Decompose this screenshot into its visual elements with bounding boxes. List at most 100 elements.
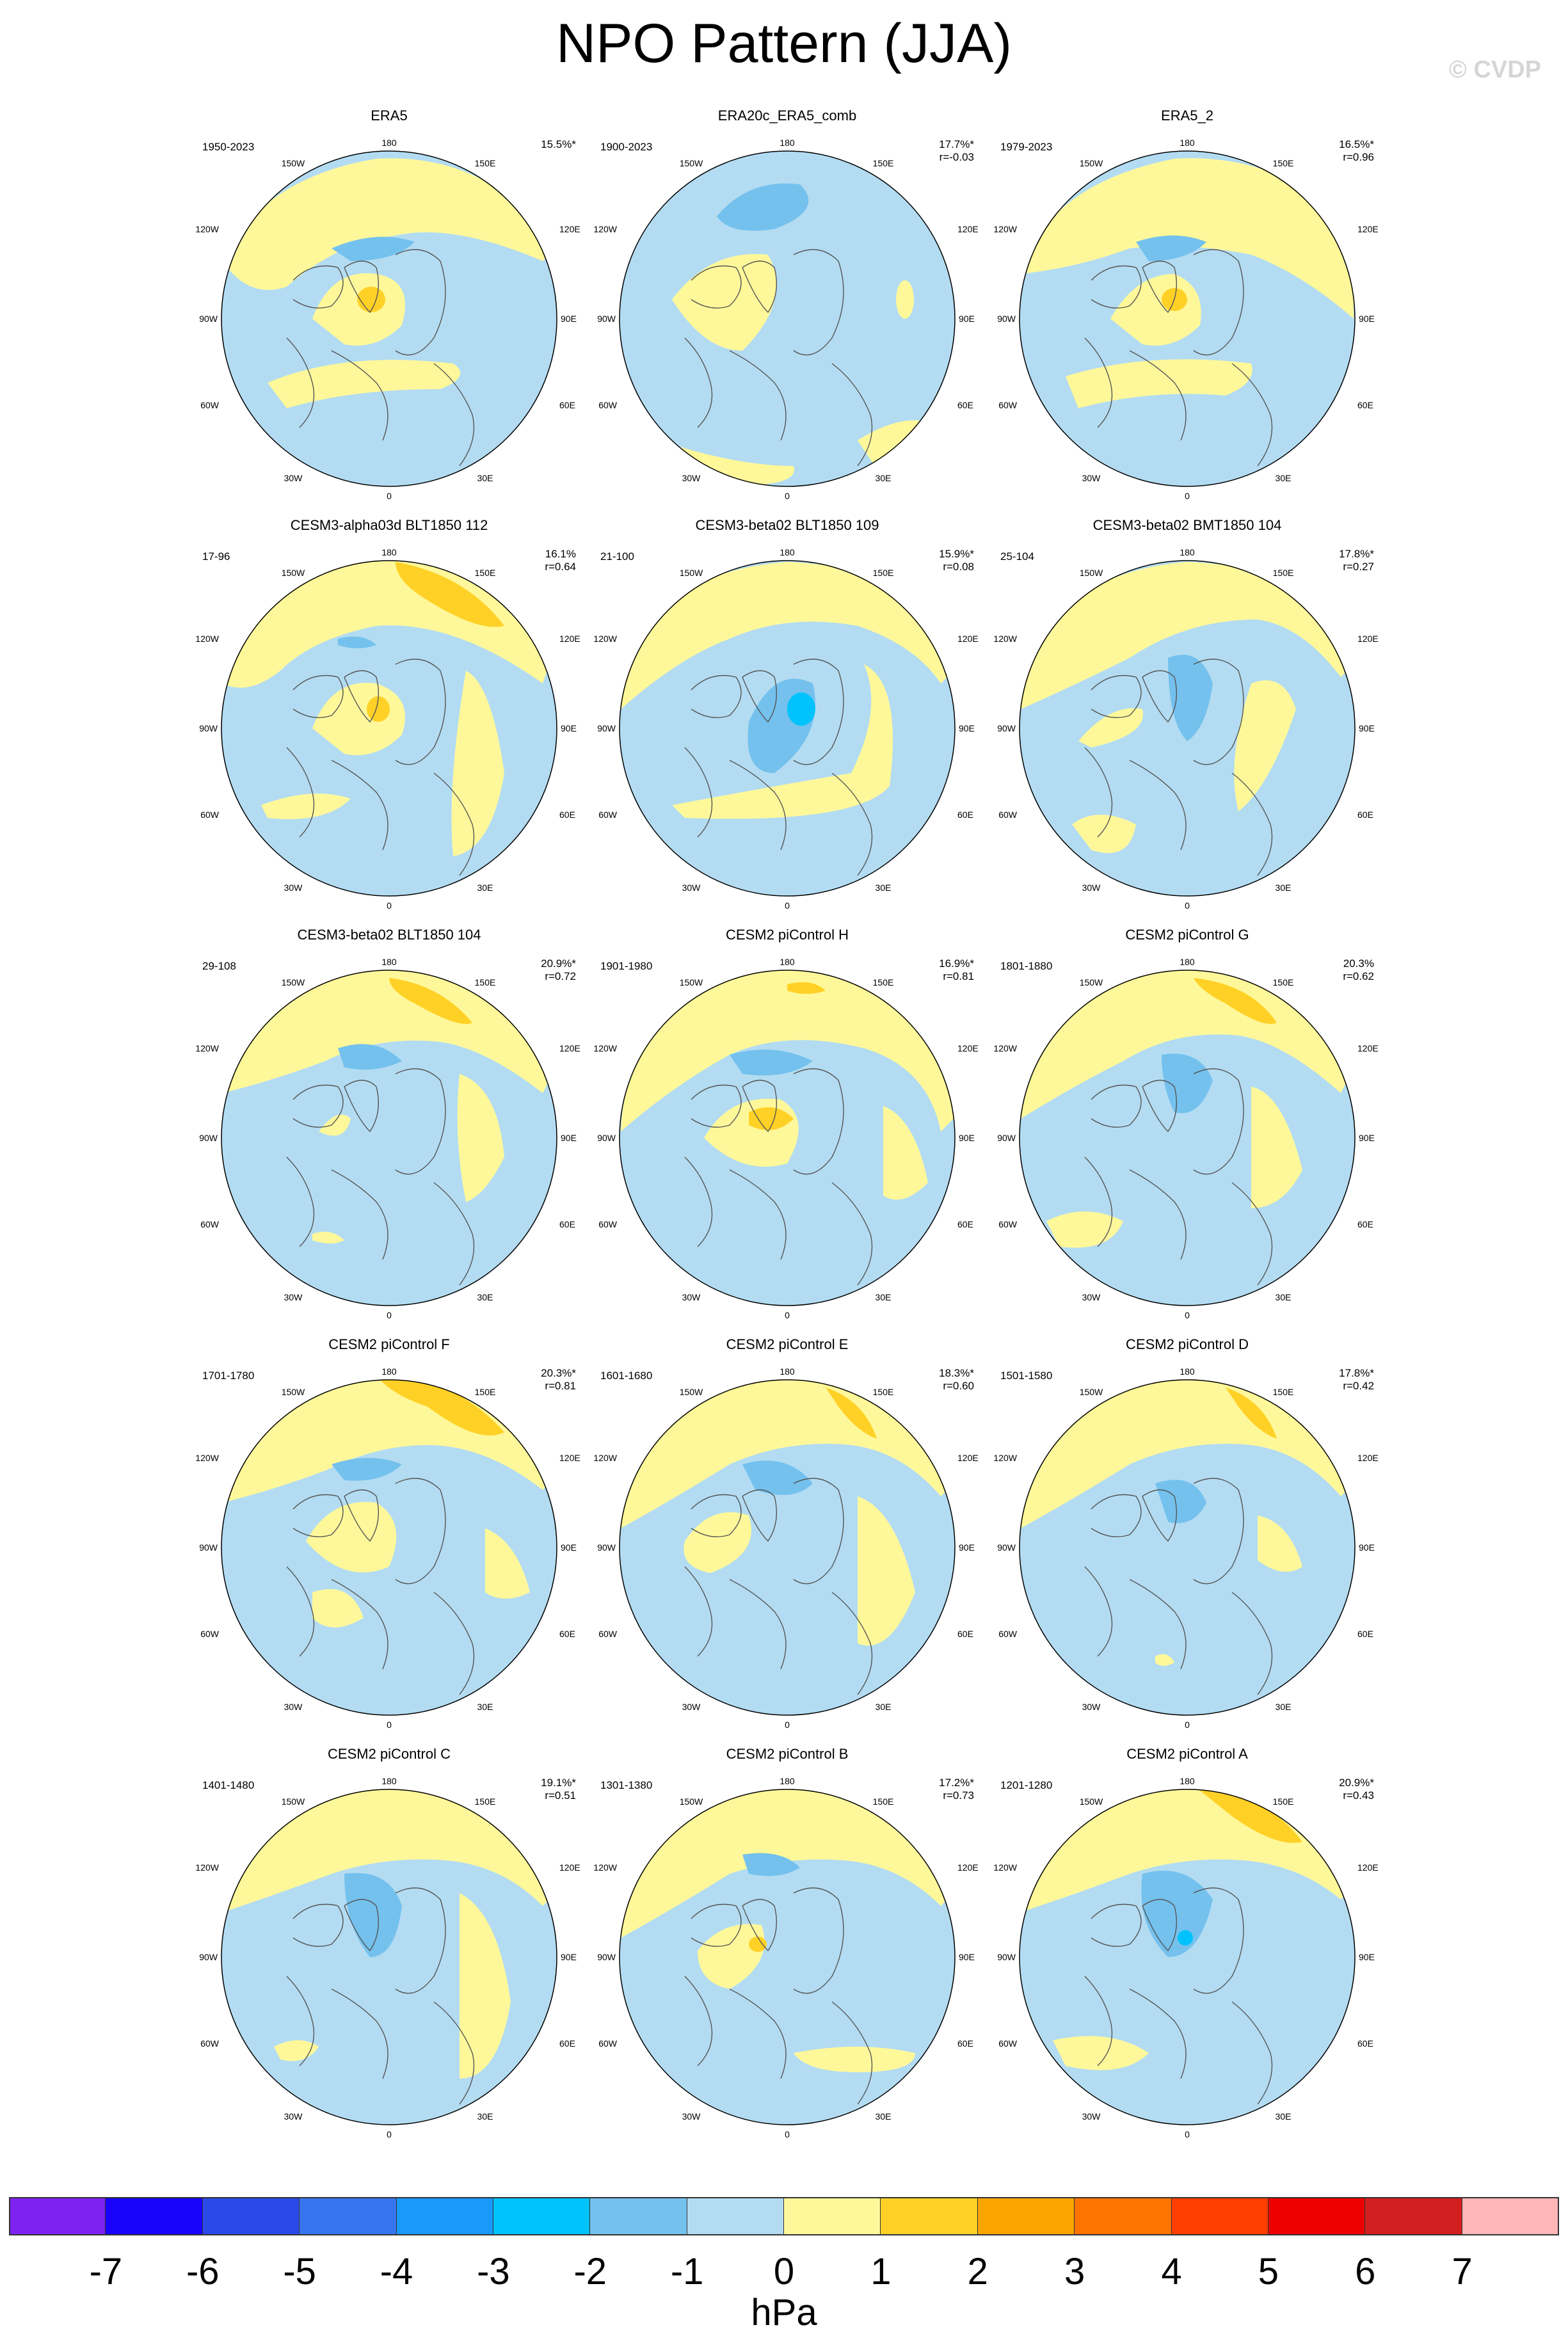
longitude-label: 120W — [195, 224, 219, 234]
colorbar — [9, 2197, 1559, 2235]
longitude-label: 90E — [959, 723, 975, 733]
coastline — [793, 1887, 844, 1994]
coastline — [831, 1182, 873, 1286]
longitude-label: 30W — [1082, 1702, 1101, 1712]
longitude-label: 90W — [597, 723, 616, 733]
anomaly-contour — [1072, 815, 1136, 853]
panel-variance: 16.9%* — [939, 957, 974, 970]
coastline — [684, 1976, 713, 2066]
longitude-label: 120E — [957, 634, 979, 644]
anomaly-contour — [883, 1106, 928, 1200]
longitude-label: 30W — [284, 473, 303, 483]
longitude-label: 120E — [559, 634, 580, 644]
panel-period: 1501-1580 — [1000, 1370, 1053, 1382]
coastline — [286, 747, 315, 838]
colorbar-tick-label: 0 — [773, 2251, 795, 2292]
longitude-label: 150E — [475, 977, 496, 987]
colorbar-swatch — [396, 2197, 493, 2235]
colorbar-swatch — [106, 2197, 203, 2235]
longitude-label: 30W — [1082, 1292, 1101, 1302]
longitude-label: 30E — [477, 1702, 493, 1712]
coastline — [1142, 1899, 1178, 1952]
colorbar-tick-label: 5 — [1258, 2251, 1279, 2292]
colorbar-swatch — [1075, 2197, 1172, 2235]
longitude-label: 90W — [597, 1952, 616, 1962]
longitude-label: 120E — [559, 1862, 580, 1873]
polar-map: 180 0 150W 150E 120W 120E 90W 90E 60W 60E 30W 30E — [593, 957, 978, 1320]
longitude-label: 120W — [993, 1453, 1017, 1463]
longitude-label: 90E — [1359, 1952, 1375, 1962]
coastline — [1193, 1887, 1244, 1994]
map-border — [1019, 970, 1356, 1306]
colorbar-tick-label: 7 — [1452, 2251, 1473, 2292]
panel-correlation: r=0.42 — [1343, 1380, 1374, 1392]
panel-period: 1979-2023 — [1000, 141, 1053, 153]
panel-title: CESM2 piControl E — [726, 1336, 849, 1352]
colorbar-swatch — [1171, 2197, 1268, 2235]
map-border — [1019, 150, 1356, 487]
longitude-label: 30W — [682, 883, 701, 893]
longitude-label: 150W — [282, 568, 305, 578]
anomaly-contour — [268, 360, 461, 408]
longitude-label: 150E — [475, 568, 496, 578]
coastline — [793, 659, 844, 765]
longitude-label: 150E — [873, 568, 894, 578]
panel-title: CESM2 piControl B — [726, 1746, 849, 1762]
longitude-label: 90E — [1359, 1133, 1375, 1143]
longitude-label: 150W — [282, 1387, 305, 1397]
coastline — [793, 1478, 844, 1585]
longitude-label: 60W — [200, 2038, 220, 2049]
longitude-label: 120W — [593, 1453, 617, 1463]
coastline — [1129, 350, 1187, 441]
coastline — [1142, 1080, 1178, 1133]
longitude-label: 90W — [199, 723, 218, 733]
coastline — [831, 1592, 873, 1695]
longitude-label: 30E — [1276, 1292, 1292, 1302]
map-panel: 180 0 150W 150E 120W 120E 90W 90E 60W 60E 30W 30E ER… — [582, 108, 992, 517]
longitude-label: 60W — [200, 810, 220, 820]
coastline — [684, 1156, 713, 1247]
coastline — [292, 1494, 344, 1538]
longitude-label: 0 — [1185, 2129, 1190, 2139]
longitude-label: 90W — [597, 314, 616, 324]
coastline — [292, 1903, 344, 1947]
anomaly-contour — [1168, 655, 1213, 741]
longitude-label: 90E — [1359, 723, 1375, 733]
colorbar-swatch — [202, 2197, 300, 2235]
longitude-label: 60W — [598, 2038, 618, 2049]
longitude-label: 30W — [682, 473, 701, 483]
longitude-label: 150W — [1080, 977, 1103, 987]
anomaly-contour — [332, 1458, 402, 1481]
polar-map: 180 0 150W 150E 120W 120E 90W 90E 60W 60E 30W 30E — [195, 1366, 580, 1730]
longitude-label: 0 — [785, 1310, 790, 1320]
anomaly-contour — [451, 671, 504, 856]
panel-title: CESM2 piControl A — [1126, 1746, 1248, 1762]
longitude-label: 60W — [998, 400, 1018, 410]
longitude-label: 30E — [876, 883, 892, 893]
longitude-label: 120W — [593, 224, 617, 234]
map-panel: 180 0 150W 150E 120W 120E 90W 90E 60W 60E 30W 30E CE… — [982, 1336, 1392, 1746]
longitude-label: 0 — [1185, 900, 1190, 911]
colorbar-tick-label: -6 — [186, 2251, 220, 2292]
panel-correlation: r=0.51 — [545, 1789, 576, 1802]
longitude-label: 120E — [1357, 224, 1379, 234]
longitude-label: 60W — [998, 1629, 1018, 1639]
longitude-label: 0 — [785, 491, 790, 501]
longitude-label: 120W — [195, 634, 219, 644]
map-border — [1019, 1789, 1356, 2125]
coastline — [684, 1566, 713, 1657]
coastline — [1129, 1579, 1187, 1670]
panel-title: CESM2 piControl G — [1125, 927, 1249, 943]
longitude-label: 150E — [475, 1387, 496, 1397]
coastline — [1084, 1156, 1113, 1247]
anomaly-contour — [223, 970, 556, 1093]
panel-period: 1401-1480 — [202, 1779, 255, 1791]
cvdp-watermark: © CVDP — [1448, 56, 1541, 83]
longitude-label: 120W — [593, 1043, 617, 1053]
colorbar-swatch — [687, 2197, 784, 2235]
longitude-label: 120E — [1357, 1453, 1379, 1463]
anomaly-contour — [485, 1528, 530, 1599]
panel-variance: 17.8%* — [1339, 548, 1374, 560]
longitude-label: 30E — [1276, 473, 1292, 483]
polar-map: 180 0 150W 150E 120W 120E 90W 90E 60W 60E 30W 30E — [593, 138, 978, 501]
